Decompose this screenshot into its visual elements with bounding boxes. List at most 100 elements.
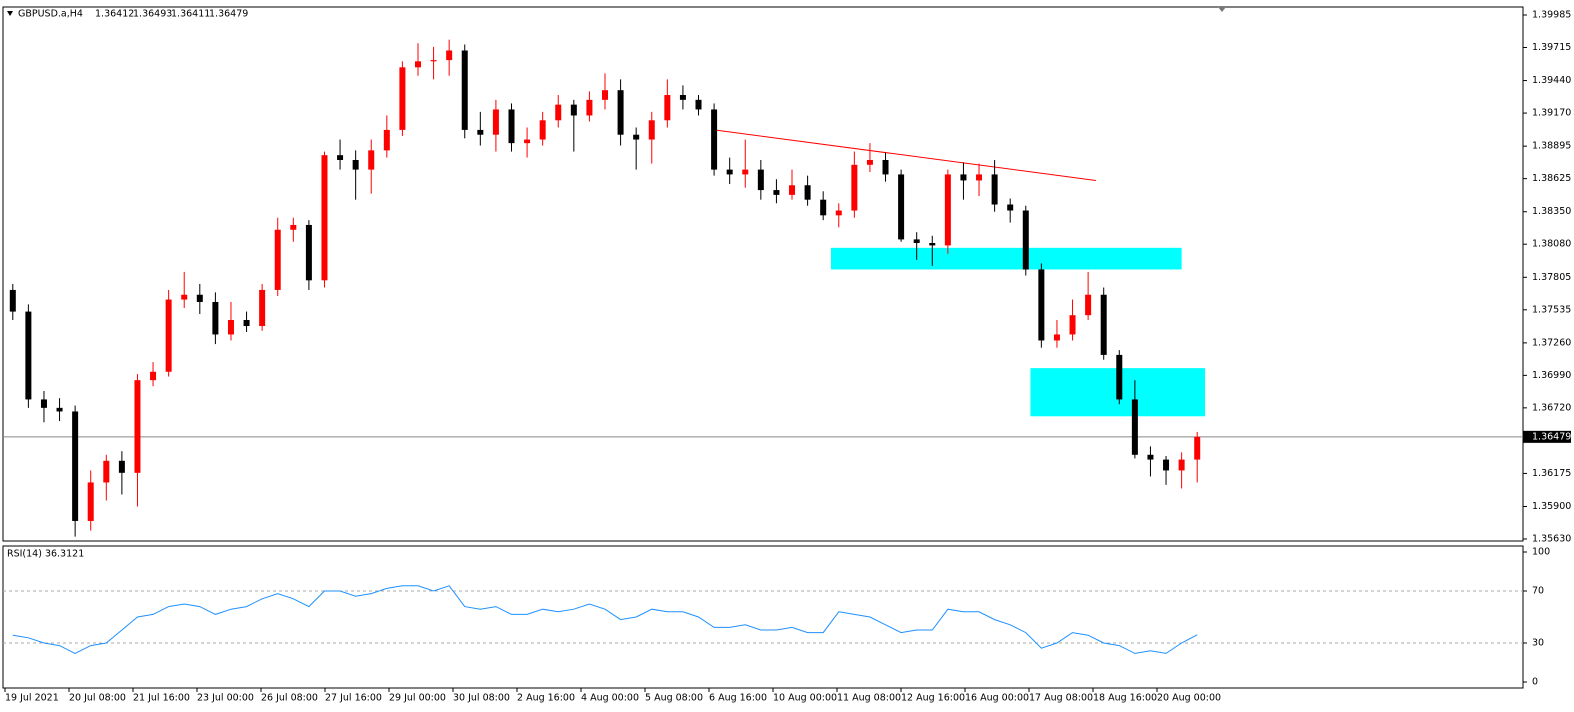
y-tick-label: 1.38350 bbox=[1532, 206, 1571, 217]
candle-body bbox=[9, 289, 16, 312]
candle-body bbox=[991, 174, 998, 205]
header-value: 1.36411 bbox=[171, 9, 210, 20]
candle-body bbox=[726, 169, 733, 175]
candle-body bbox=[633, 134, 640, 140]
candle-body bbox=[508, 109, 515, 144]
rsi-label: RSI(14) 36.3121 bbox=[7, 549, 84, 560]
candle-body bbox=[118, 460, 125, 473]
candle-body bbox=[1194, 436, 1201, 460]
x-tick-label: 23 Jul 00:00 bbox=[197, 693, 254, 704]
main-panel bbox=[2, 6, 1524, 542]
x-tick-label: 26 Jul 08:00 bbox=[261, 693, 318, 704]
scroll-marker bbox=[1218, 7, 1226, 12]
y-tick-label: 1.37260 bbox=[1532, 337, 1571, 348]
candle-body bbox=[524, 139, 531, 144]
candle-body bbox=[679, 95, 686, 100]
x-tick-label: 29 Jul 00:00 bbox=[389, 693, 446, 704]
candle-body bbox=[617, 90, 624, 135]
rsi-tick-label: 100 bbox=[1532, 547, 1550, 558]
candle-body bbox=[898, 174, 905, 240]
candle-body bbox=[602, 90, 608, 100]
candle-body bbox=[882, 159, 889, 175]
candle-body bbox=[383, 129, 390, 151]
candle-body bbox=[773, 190, 780, 195]
y-tick-label: 1.37805 bbox=[1532, 272, 1571, 283]
candle-body bbox=[1116, 354, 1123, 400]
header-value: 1.36493 bbox=[133, 9, 172, 20]
candle-body bbox=[399, 67, 406, 130]
candle-body bbox=[742, 169, 749, 175]
candle-body bbox=[960, 174, 967, 181]
candle-body bbox=[337, 155, 344, 160]
candle-body bbox=[196, 294, 203, 302]
candle-body bbox=[648, 120, 655, 140]
candle-body bbox=[804, 185, 811, 200]
candle-body bbox=[1163, 459, 1170, 471]
x-tick-label: 20 Jul 08:00 bbox=[69, 693, 126, 704]
candle-body bbox=[570, 104, 577, 116]
candle-body bbox=[664, 95, 671, 121]
candle-body bbox=[227, 320, 234, 335]
menu-arrow bbox=[7, 11, 13, 16]
candle-body bbox=[913, 239, 920, 244]
x-tick-label: 10 Aug 00:00 bbox=[773, 693, 837, 704]
x-tick-label: 12 Aug 16:00 bbox=[901, 693, 965, 704]
y-tick-label: 1.38895 bbox=[1532, 141, 1571, 152]
candle-body bbox=[430, 60, 437, 62]
candle-body bbox=[56, 407, 63, 412]
candle-body bbox=[492, 109, 499, 135]
candle-body bbox=[305, 224, 312, 281]
candle-body bbox=[711, 109, 718, 170]
rsi-panel bbox=[2, 545, 1524, 689]
zone bbox=[830, 247, 1182, 270]
candle-body bbox=[1069, 315, 1076, 335]
x-tick-label: 2 Aug 16:00 bbox=[517, 693, 575, 704]
candle-body bbox=[976, 174, 983, 181]
candle-body bbox=[134, 380, 141, 473]
header-value: 1.36412 bbox=[95, 9, 134, 20]
y-tick-label: 1.37535 bbox=[1532, 304, 1571, 315]
x-tick-label: 5 Aug 08:00 bbox=[645, 693, 703, 704]
y-tick-label: 1.38625 bbox=[1532, 173, 1571, 184]
rsi-line bbox=[12, 585, 1198, 654]
candle-body bbox=[944, 174, 951, 246]
candle-body bbox=[212, 301, 219, 335]
candle-body bbox=[539, 120, 546, 140]
y-tick-label: 1.36990 bbox=[1532, 370, 1571, 381]
y-tick-label: 1.36175 bbox=[1532, 468, 1571, 479]
trendline bbox=[714, 129, 1096, 181]
candle-body bbox=[1085, 294, 1092, 316]
y-tick-label: 1.39170 bbox=[1532, 108, 1571, 119]
x-tick-label: 21 Jul 16:00 bbox=[133, 693, 190, 704]
candle-body bbox=[929, 243, 936, 246]
candle-body bbox=[165, 299, 172, 372]
candle-body bbox=[1178, 459, 1185, 471]
candle-body bbox=[103, 460, 110, 483]
y-tick-label: 1.39715 bbox=[1532, 42, 1571, 53]
candle-body bbox=[274, 229, 281, 290]
symbol: GBPUSD.a,H4 bbox=[18, 9, 83, 20]
x-tick-label: 18 Aug 16:00 bbox=[1093, 693, 1157, 704]
last-price-box bbox=[1523, 430, 1571, 443]
candle-body bbox=[555, 104, 562, 121]
y-tick-label: 1.39440 bbox=[1532, 75, 1571, 86]
candle-body bbox=[321, 155, 328, 281]
y-tick-label: 1.35630 bbox=[1532, 534, 1571, 545]
candle-body bbox=[352, 159, 359, 170]
x-tick-label: 6 Aug 16:00 bbox=[709, 693, 767, 704]
rsi-tick-label: 0 bbox=[1532, 677, 1538, 688]
header-value: 1.36479 bbox=[209, 9, 248, 20]
candle-body bbox=[1038, 269, 1045, 341]
candle-body bbox=[368, 150, 375, 170]
candle-body bbox=[25, 311, 32, 400]
y-tick-label: 1.36720 bbox=[1532, 402, 1571, 413]
candle-body bbox=[72, 411, 79, 521]
rsi-tick-label: 70 bbox=[1532, 586, 1544, 597]
candle-body bbox=[1147, 454, 1154, 460]
x-tick-label: 4 Aug 00:00 bbox=[581, 693, 639, 704]
candle-body bbox=[446, 50, 453, 61]
last-price-label: 1.36479 bbox=[1532, 431, 1571, 442]
candle-body bbox=[757, 169, 764, 191]
rsi-tick-label: 30 bbox=[1532, 638, 1544, 649]
